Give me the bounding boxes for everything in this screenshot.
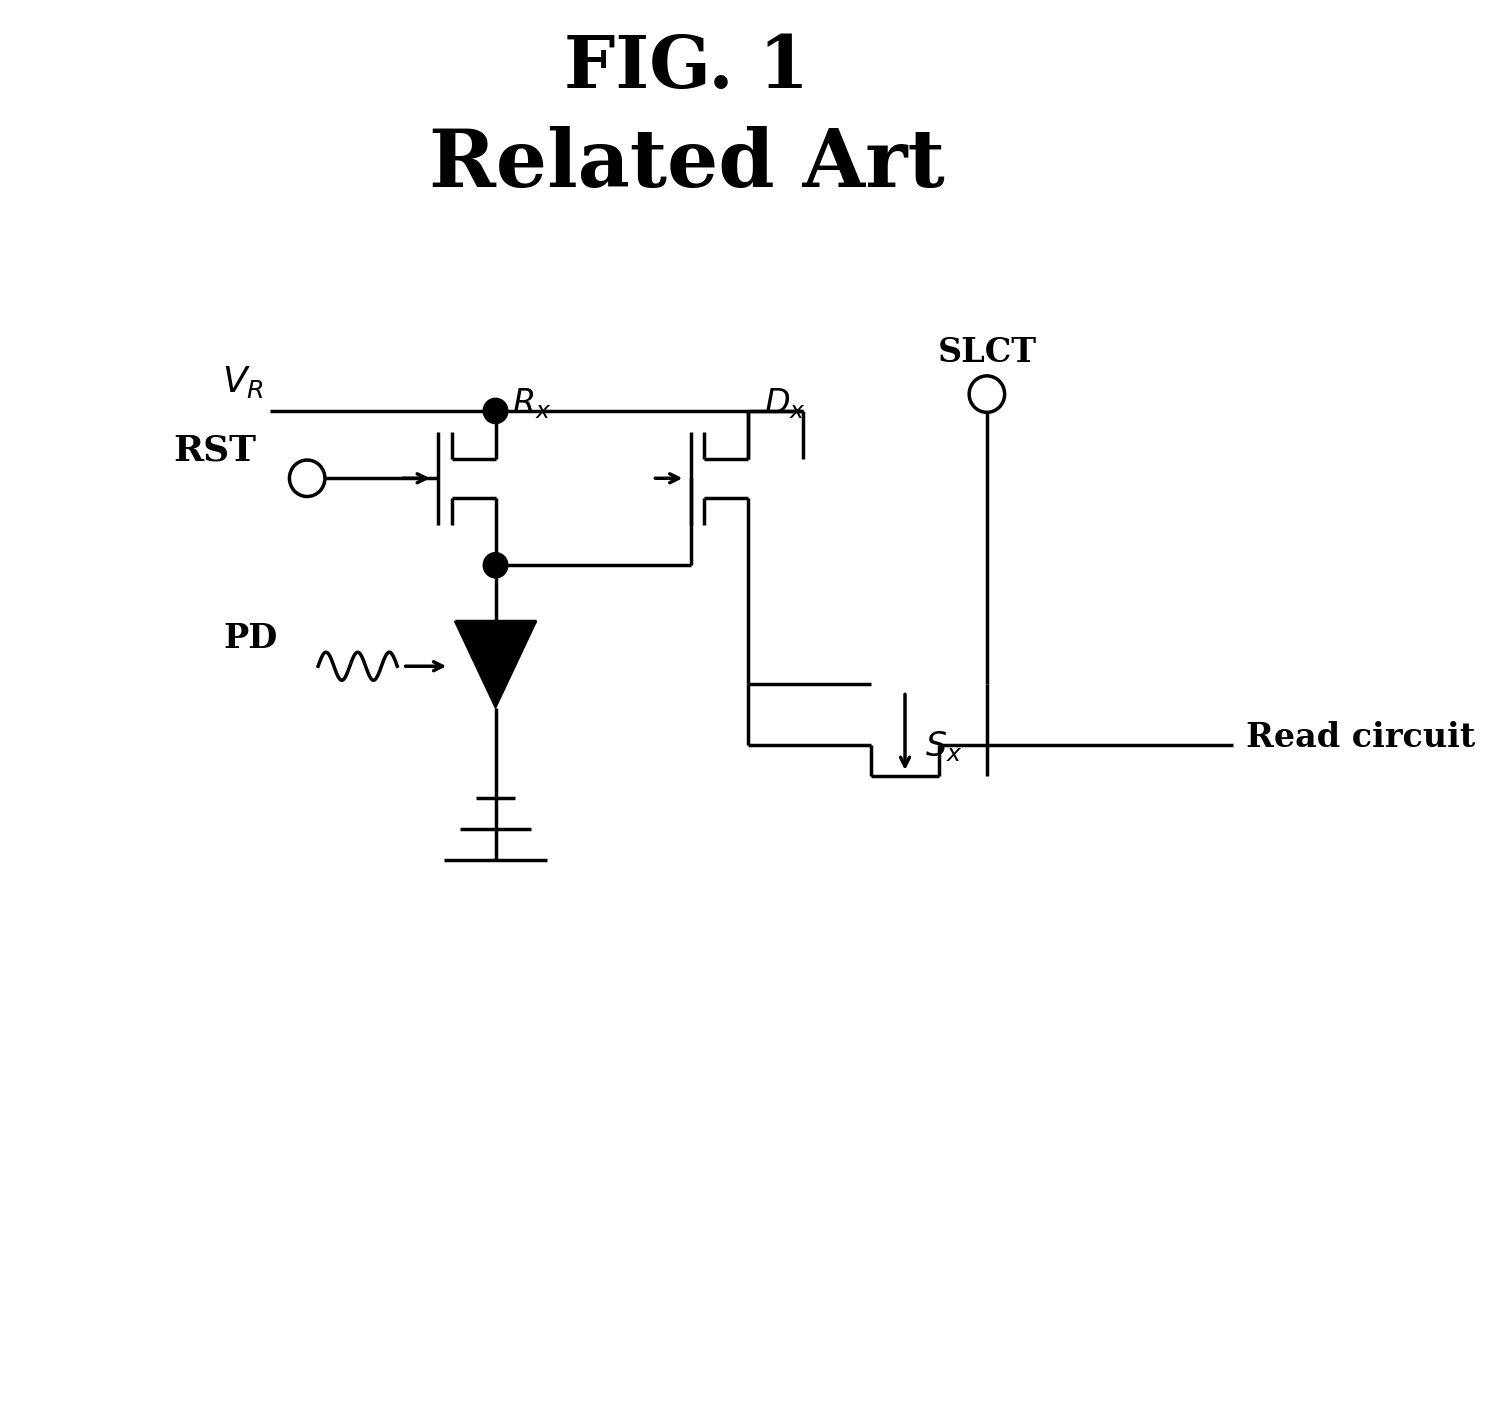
Text: SLCT: SLCT bbox=[938, 336, 1037, 368]
Text: PD: PD bbox=[223, 622, 277, 655]
Circle shape bbox=[484, 553, 508, 579]
Circle shape bbox=[484, 398, 508, 423]
Text: $V_R$: $V_R$ bbox=[222, 364, 264, 399]
Text: $R_x$: $R_x$ bbox=[512, 387, 551, 420]
Text: RST: RST bbox=[174, 433, 256, 467]
Text: $D_x$: $D_x$ bbox=[764, 387, 806, 420]
Text: FIG. 1: FIG. 1 bbox=[565, 32, 809, 103]
Text: Read circuit: Read circuit bbox=[1246, 721, 1476, 755]
Text: $S_x$: $S_x$ bbox=[926, 729, 962, 765]
Polygon shape bbox=[454, 621, 536, 708]
Circle shape bbox=[289, 460, 325, 497]
Text: Related Art: Related Art bbox=[428, 127, 945, 205]
Circle shape bbox=[969, 375, 1005, 412]
